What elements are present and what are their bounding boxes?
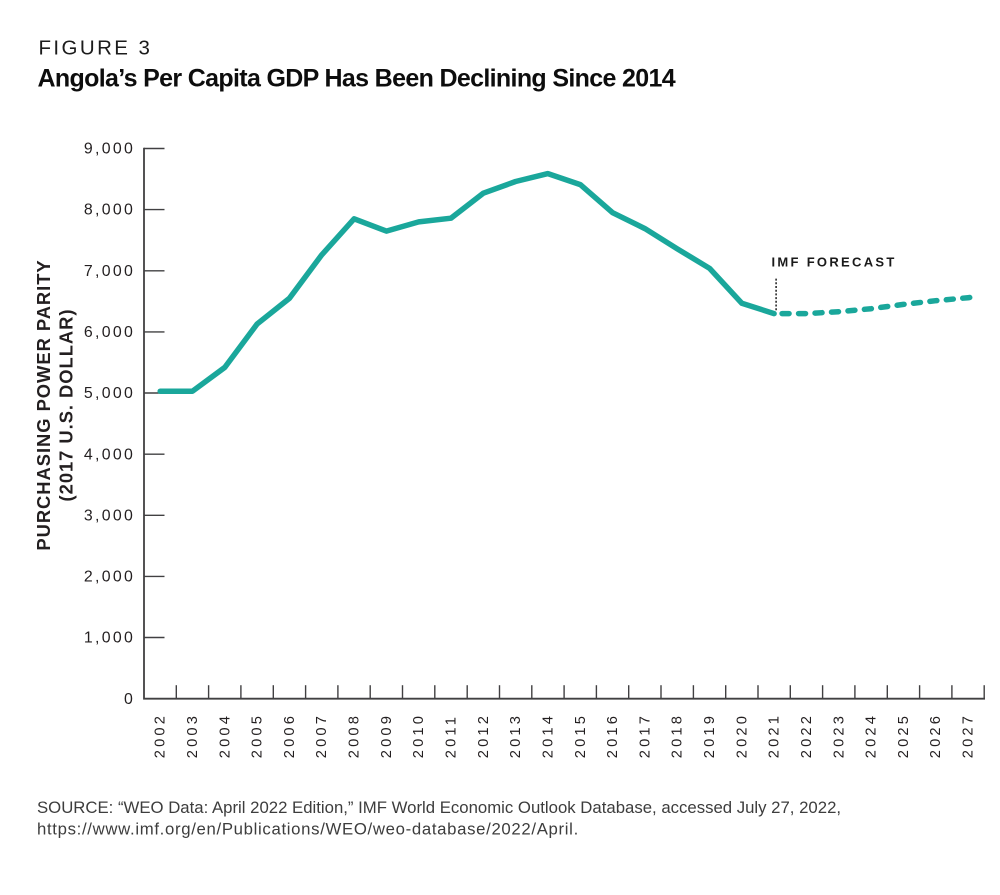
svg-text:4,000: 4,000 bbox=[84, 446, 135, 463]
svg-text:(2017 U.S. DOLLAR): (2017 U.S. DOLLAR) bbox=[56, 309, 77, 502]
svg-text:2023: 2023 bbox=[831, 713, 847, 758]
svg-text:2006: 2006 bbox=[282, 713, 298, 758]
svg-text:2015: 2015 bbox=[573, 713, 589, 758]
svg-text:2022: 2022 bbox=[799, 713, 815, 758]
svg-text:https://www.imf.org/en/Publica: https://www.imf.org/en/Publications/WEO/… bbox=[37, 820, 579, 839]
svg-text:IMF FORECAST: IMF FORECAST bbox=[772, 254, 897, 269]
svg-text:2004: 2004 bbox=[217, 713, 233, 758]
svg-text:8,000: 8,000 bbox=[84, 202, 135, 219]
svg-text:2005: 2005 bbox=[250, 713, 266, 758]
svg-text:6,000: 6,000 bbox=[84, 324, 135, 341]
svg-text:7,000: 7,000 bbox=[84, 263, 135, 280]
svg-text:2019: 2019 bbox=[702, 713, 718, 758]
svg-text:5,000: 5,000 bbox=[84, 385, 135, 402]
svg-text:2025: 2025 bbox=[896, 713, 912, 758]
svg-text:2020: 2020 bbox=[734, 713, 750, 758]
svg-text:PURCHASING POWER PARITY: PURCHASING POWER PARITY bbox=[33, 259, 54, 550]
svg-text:2008: 2008 bbox=[347, 713, 363, 758]
svg-text:2013: 2013 bbox=[508, 713, 524, 758]
svg-text:2016: 2016 bbox=[605, 713, 621, 758]
svg-text:FIGURE 3: FIGURE 3 bbox=[39, 37, 153, 60]
svg-text:Angola’s Per Capita GDP Has Be: Angola’s Per Capita GDP Has Been Declini… bbox=[38, 65, 676, 93]
svg-text:2017: 2017 bbox=[637, 713, 653, 758]
svg-text:SOURCE: “WEO Data: April 2022: SOURCE: “WEO Data: April 2022 Edition,” … bbox=[37, 798, 841, 817]
svg-text:2027: 2027 bbox=[961, 713, 977, 758]
svg-text:2003: 2003 bbox=[185, 713, 201, 758]
svg-text:3,000: 3,000 bbox=[84, 507, 135, 524]
svg-text:2010: 2010 bbox=[411, 713, 427, 758]
svg-text:9,000: 9,000 bbox=[84, 141, 135, 158]
svg-text:1,000: 1,000 bbox=[84, 630, 135, 647]
svg-text:2009: 2009 bbox=[379, 713, 395, 758]
svg-text:2014: 2014 bbox=[540, 713, 556, 758]
svg-text:2024: 2024 bbox=[864, 713, 880, 758]
svg-text:2,000: 2,000 bbox=[84, 569, 135, 586]
svg-text:2012: 2012 bbox=[476, 713, 492, 758]
svg-text:2018: 2018 bbox=[670, 713, 686, 758]
svg-text:2011: 2011 bbox=[444, 714, 460, 758]
svg-text:2007: 2007 bbox=[314, 713, 330, 758]
svg-text:2026: 2026 bbox=[928, 713, 944, 758]
svg-text:0: 0 bbox=[124, 691, 135, 708]
svg-text:2021: 2021 bbox=[767, 713, 783, 758]
svg-text:2002: 2002 bbox=[153, 713, 169, 758]
